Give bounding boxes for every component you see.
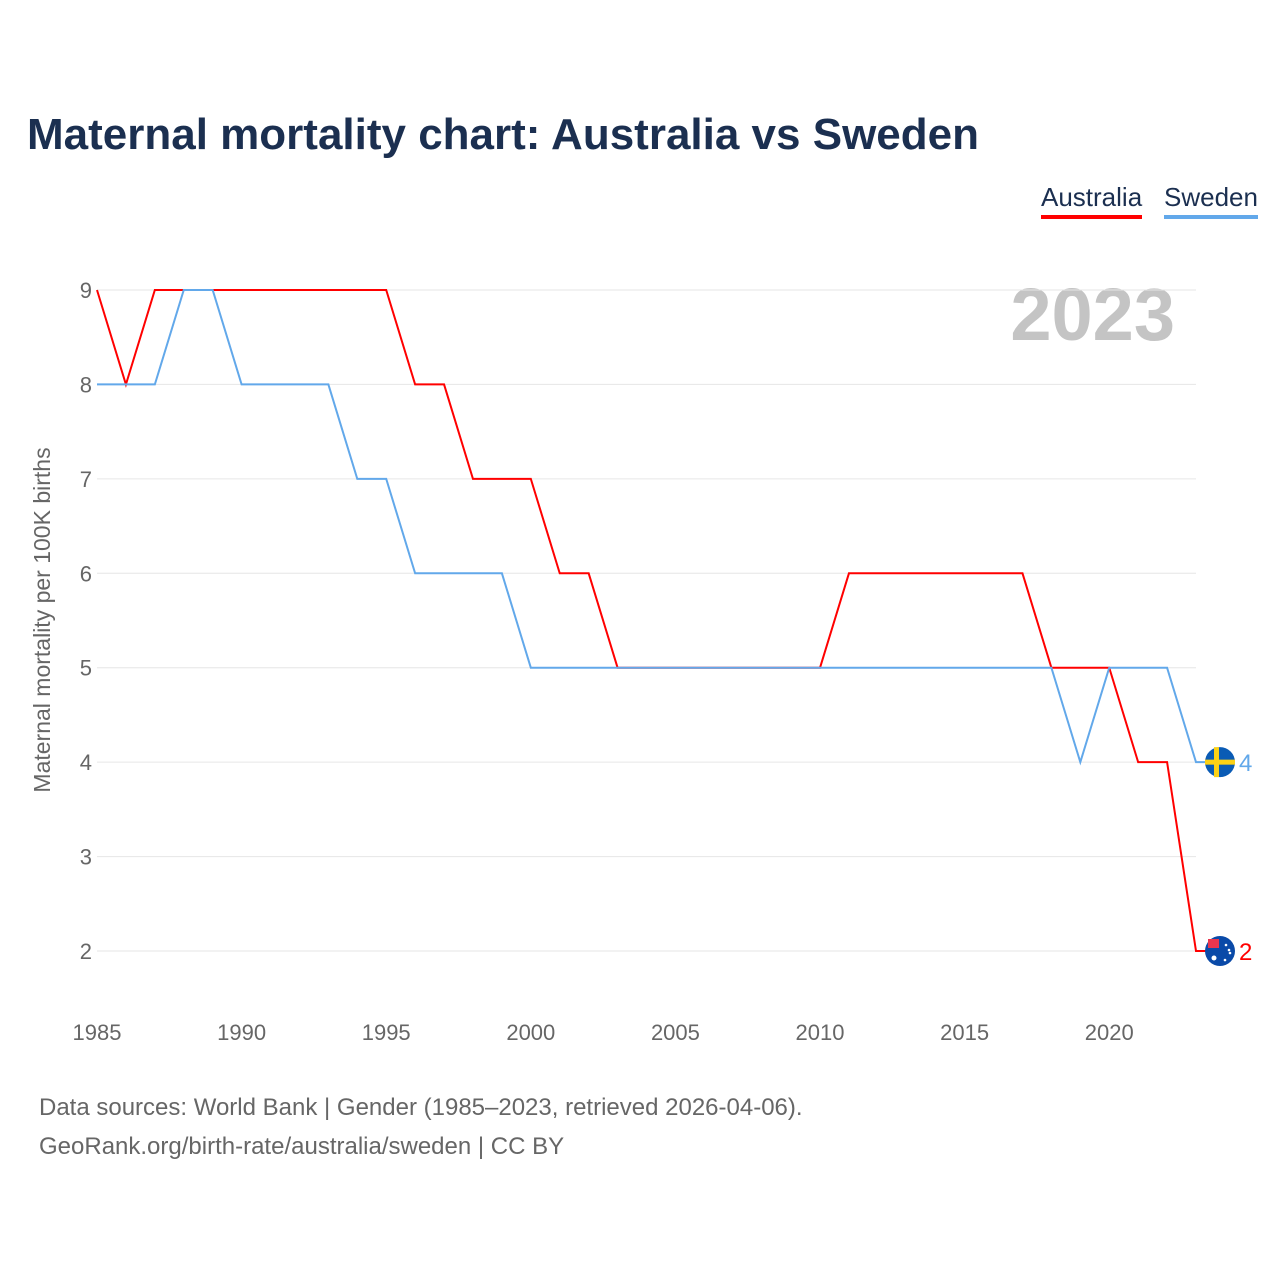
- x-tick-label: 2015: [940, 1020, 989, 1045]
- flag-union-jack: [1208, 939, 1219, 948]
- series-line-sweden: [97, 289, 1206, 766]
- x-tick-label: 1995: [362, 1020, 411, 1045]
- legend-sweden[interactable]: Sweden: [1164, 182, 1258, 219]
- flag-star: [1223, 958, 1227, 962]
- source-line-2[interactable]: GeoRank.org/birth-rate/australia/sweden …: [39, 1133, 565, 1160]
- y-tick-label: 2: [80, 939, 92, 964]
- flag-cross: [1214, 747, 1219, 778]
- year-watermark: 2023: [1010, 273, 1175, 356]
- y-axis-label: Maternal mortality per 100K births: [29, 447, 55, 792]
- flag-star: [1228, 951, 1232, 955]
- y-tick-label: 9: [80, 278, 92, 303]
- y-tick-label: 7: [80, 467, 92, 492]
- flag-cross: [1205, 759, 1235, 765]
- x-tick-label: 2005: [651, 1020, 700, 1045]
- flag-star: [1227, 948, 1231, 952]
- end-value-label-australia: 2: [1239, 939, 1252, 966]
- flag-star: [1211, 955, 1217, 961]
- chart-title: Maternal mortality chart: Australia vs S…: [27, 110, 979, 159]
- x-tick-label: 2020: [1085, 1020, 1134, 1045]
- x-tick-label: 1990: [217, 1020, 266, 1045]
- end-value-label-sweden: 4: [1239, 750, 1252, 777]
- x-tick-label: 2000: [506, 1020, 555, 1045]
- x-tick-label: 1985: [73, 1020, 122, 1045]
- y-tick-label: 6: [80, 561, 92, 586]
- y-tick-label: 8: [80, 372, 92, 397]
- y-tick-label: 5: [80, 656, 92, 681]
- source-line-1: Data sources: World Bank | Gender (1985–…: [39, 1094, 803, 1121]
- flag-star: [1224, 943, 1228, 947]
- x-tick-label: 2010: [796, 1020, 845, 1045]
- source-note: Data sources: World Bank | Gender (1985–…: [39, 1088, 803, 1166]
- y-tick-label: 4: [80, 750, 92, 775]
- series-line-australia: [96, 289, 1206, 952]
- y-tick-label: 3: [80, 845, 92, 870]
- legend-australia[interactable]: Australia: [1041, 182, 1143, 219]
